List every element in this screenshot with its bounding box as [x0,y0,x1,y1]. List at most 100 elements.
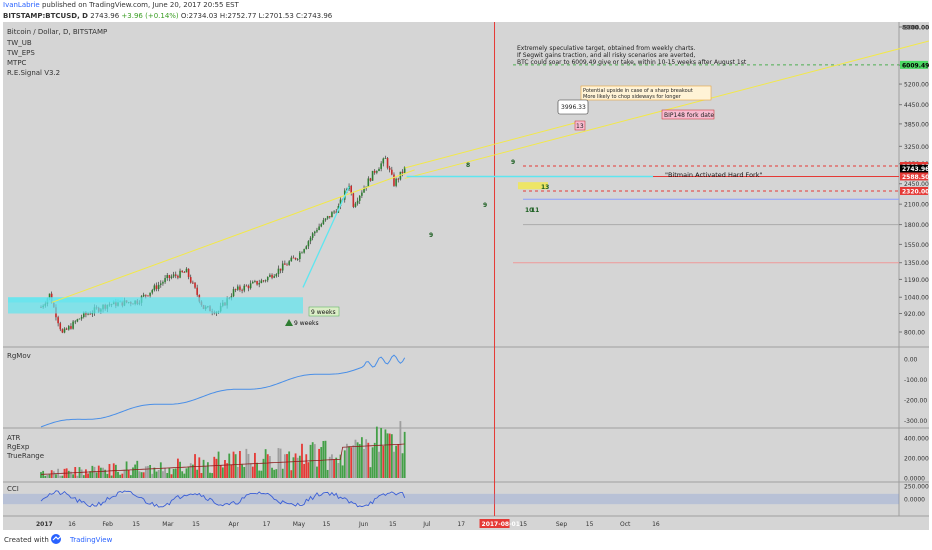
td-count-label: 10 [525,207,533,214]
note-main-line: BTC could soar to 6009.49 give or take, … [517,59,747,66]
candle-body [376,171,378,173]
candle-body [59,323,62,330]
candle-body [153,285,156,291]
atr-bar [403,431,406,478]
price-label-box [900,164,928,173]
candle-body [196,287,198,295]
atr-bar [384,429,387,478]
atr-bar [80,469,83,478]
atr-bar [170,474,173,478]
atr-bar [388,433,391,478]
tradingview-brand[interactable]: TradingView [70,536,113,544]
candle-body [384,158,387,159]
atr-bar [286,454,288,478]
bip-label-box [661,109,715,120]
price-label-box [900,60,928,69]
atr-bar [360,437,363,478]
candle-body [371,170,374,181]
atr-bar [67,470,70,478]
rgmov-title: RgMov [7,352,31,360]
last-price: 2743.96 [90,12,120,20]
candle-body [352,193,355,207]
y-tick-label: 8000.00 [904,25,929,32]
candle-body [395,178,397,186]
candle-body [361,192,363,196]
atr-bar [386,433,389,478]
atr-bar [40,472,42,478]
atr-bar [275,469,278,478]
highlight-zone [518,182,548,190]
atr-bar [119,474,122,478]
candle-body [65,328,68,330]
chart-area[interactable]: Bitcoin / Dollar, D, BITSTAMP TW_UB TW_EPS… [3,22,932,530]
atr-bar [307,462,310,478]
atr-bar [380,427,383,478]
symbol-label: BITSTAMP:BTCUSD, D [3,12,88,20]
atr-bar [206,462,209,478]
candle-body [314,231,316,234]
note-upside-line: Potential upside in case of a sharp brea… [583,88,693,94]
atr-y-label: 400.0000 [904,436,929,443]
candle-body [245,285,248,287]
x-tick-label: May [293,521,306,528]
atr-bar [87,473,89,478]
atr-bar [140,472,143,478]
created-with-label: Created with [4,536,49,544]
candle-body [279,268,282,271]
price-label: 2588.50 [902,174,929,181]
atr-legend-label: RgExp [7,443,30,451]
x-tick-label: 17 [457,521,465,528]
cci-line [40,490,406,508]
atr-bar [189,463,192,478]
atr-bar [249,463,252,478]
candle-body [262,280,265,282]
candle-body [322,220,325,225]
atr-bar [198,457,201,478]
atr-bar [174,468,177,478]
atr-bar [313,444,316,478]
author-link[interactable]: IvanLabrie [3,1,40,9]
atr-bar [164,467,166,478]
bip-label: BIP148 fork date [664,112,714,119]
candle-body [277,268,280,275]
candle-body [234,289,237,290]
atr-bar [273,469,276,478]
atr-bar [277,448,280,478]
x-tick-label: Jun [358,521,369,528]
chart-svg[interactable]: Bitcoin / Dollar, D, BITSTAMP TW_UB TW_EPS… [3,22,932,530]
atr-bar [365,439,368,478]
atr-bar [382,445,385,478]
candle-body [403,167,406,173]
atr-bar [354,439,357,478]
candle-body [174,274,177,276]
candle-body [147,295,149,297]
candle-body [243,285,246,291]
atr-bar [72,474,74,478]
candle-body [151,290,154,293]
candle-body [187,268,190,278]
atr-y-label: 200.0000 [904,456,929,463]
atr-bar [264,449,267,478]
candle-body [393,174,395,186]
atr-bar [129,475,132,478]
candle-body [386,158,389,168]
atr-bar [76,475,79,478]
atr-bar [95,472,98,478]
price-change: +3.96 (+0.14%) [121,12,179,20]
atr-bar [337,463,340,478]
candle-body [326,216,329,219]
atr-bar [215,458,218,478]
yellow-trend-line [51,169,415,303]
cci-y-label: 250.0000 [904,484,929,491]
atr-bar [134,464,137,478]
candle-body [82,312,85,317]
candle-body [91,312,94,315]
candle-body [391,169,393,175]
candle-body [328,216,331,218]
atr-bar [375,426,378,478]
atr-legend-label: TrueRange [6,452,44,460]
note-main-line: If Segwit gains traction, and all risky … [517,52,695,59]
atr-bar [46,474,49,478]
atr-bar [159,462,162,478]
atr-bar [397,443,400,478]
